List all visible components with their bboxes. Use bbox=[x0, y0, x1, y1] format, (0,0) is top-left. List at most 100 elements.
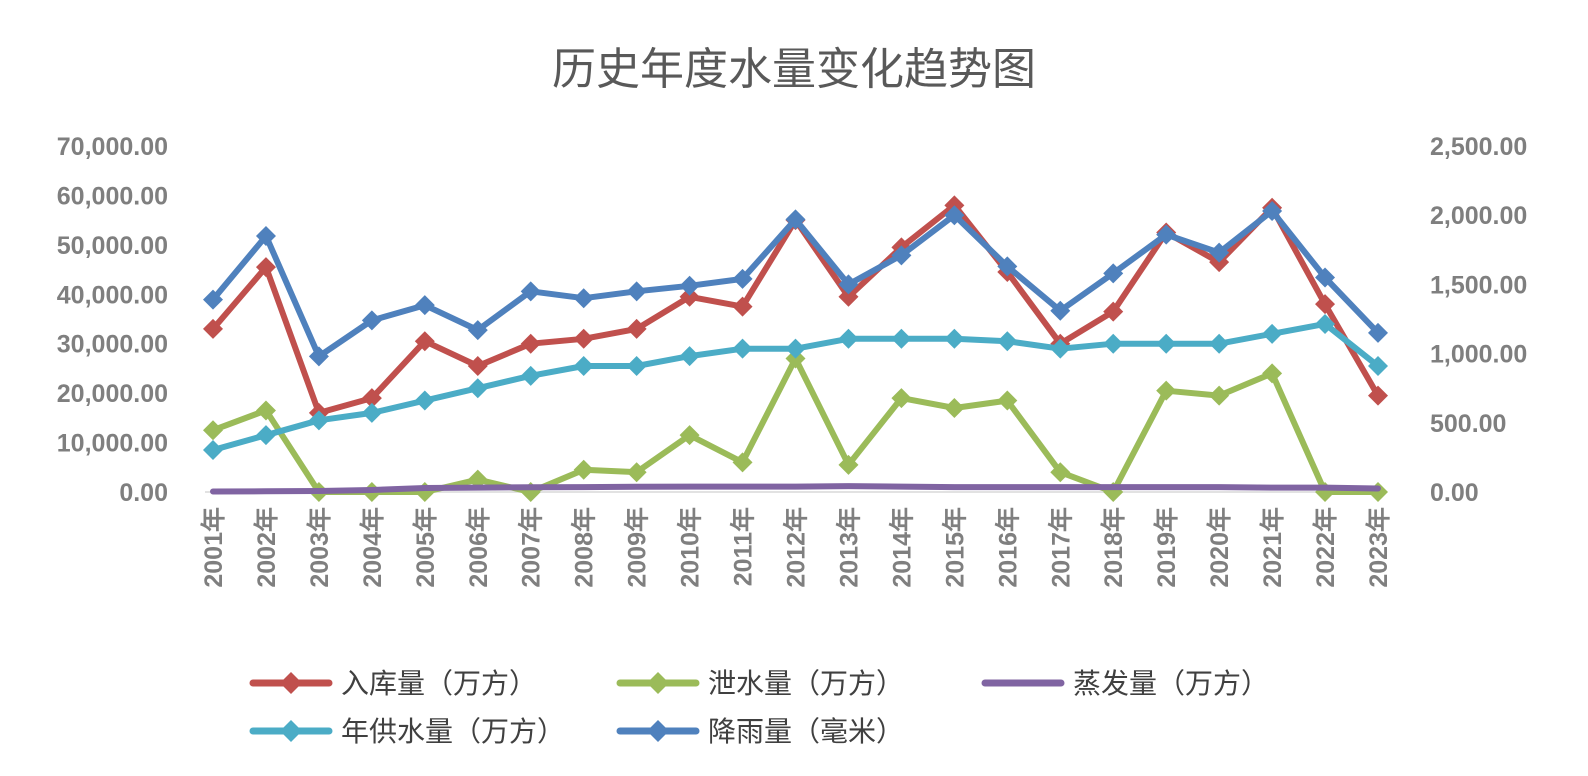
y-left-tick-label: 0.00 bbox=[119, 479, 168, 507]
data-point bbox=[1368, 385, 1388, 406]
data-point bbox=[573, 355, 594, 376]
legend-label: 入库量（万方） bbox=[341, 667, 537, 700]
data-point bbox=[732, 296, 753, 317]
data-point bbox=[838, 454, 859, 475]
data-point bbox=[414, 390, 435, 411]
x-axis: 2001年 2002年 2003年 2004年 2005年 2006年 2007年 2008年… bbox=[199, 491, 1393, 588]
data-point bbox=[1050, 338, 1071, 359]
data-point bbox=[997, 390, 1018, 411]
data-point bbox=[361, 388, 382, 409]
data-point bbox=[785, 209, 806, 230]
y-left-tick-label: 60,000.00 bbox=[57, 182, 168, 210]
data-point bbox=[520, 281, 541, 302]
data-point bbox=[626, 355, 647, 376]
x-tick-label: 2015年 bbox=[940, 507, 969, 588]
data-point bbox=[785, 338, 806, 359]
data-point bbox=[838, 328, 859, 349]
legend-marker bbox=[647, 720, 669, 742]
data-point bbox=[1209, 242, 1230, 263]
data-point bbox=[520, 333, 541, 354]
y-left-tick-label: 10,000.00 bbox=[57, 430, 168, 458]
data-point bbox=[1315, 294, 1336, 315]
legend-marker bbox=[280, 720, 302, 742]
data-point bbox=[203, 318, 223, 339]
legend-item: 降雨量（毫米） bbox=[616, 715, 904, 748]
legend-item: 年供水量（万方） bbox=[249, 715, 565, 748]
data-point bbox=[255, 225, 276, 246]
data-point bbox=[626, 281, 647, 302]
series-4 bbox=[203, 201, 1388, 367]
x-tick-label: 2003年 bbox=[305, 507, 334, 588]
data-point bbox=[1315, 313, 1336, 334]
series-1 bbox=[203, 348, 1388, 502]
x-tick-label: 2002年 bbox=[252, 507, 281, 588]
x-tick-label: 2018年 bbox=[1099, 507, 1128, 588]
y-axis-left: 0.00 10,000.00 20,000.00 30,000.00 40,000.00… bbox=[57, 133, 168, 507]
data-point bbox=[838, 274, 859, 295]
data-point bbox=[203, 439, 223, 460]
y-right-tick-label: 1,000.00 bbox=[1430, 341, 1527, 369]
data-point bbox=[203, 289, 223, 310]
data-point bbox=[679, 286, 700, 307]
x-tick-label: 2022年 bbox=[1311, 507, 1340, 588]
y-left-tick-label: 20,000.00 bbox=[57, 380, 168, 408]
y-right-tick-label: 1,500.00 bbox=[1430, 271, 1527, 299]
x-tick-label: 2023年 bbox=[1364, 507, 1393, 588]
plot-area bbox=[203, 195, 1388, 502]
series-line bbox=[210, 208, 1381, 360]
data-point bbox=[1156, 333, 1177, 354]
data-point bbox=[203, 420, 223, 441]
data-point bbox=[944, 205, 965, 226]
data-point bbox=[891, 245, 912, 266]
y-left-tick-label: 50,000.00 bbox=[57, 232, 168, 260]
data-point bbox=[1209, 333, 1230, 354]
data-point bbox=[255, 425, 276, 446]
data-point bbox=[732, 338, 753, 359]
data-point bbox=[308, 346, 329, 367]
x-tick-label: 2013年 bbox=[834, 507, 863, 588]
x-tick-label: 2016年 bbox=[993, 507, 1022, 588]
data-point bbox=[414, 295, 435, 316]
data-point bbox=[838, 286, 859, 307]
data-point bbox=[1156, 380, 1177, 401]
y-right-tick-label: 2,500.00 bbox=[1430, 133, 1527, 161]
data-point bbox=[679, 275, 700, 296]
data-point bbox=[626, 462, 647, 483]
series-line bbox=[210, 483, 1381, 495]
x-tick-label: 2009年 bbox=[623, 507, 652, 588]
data-point bbox=[1050, 300, 1071, 321]
x-tick-label: 2017年 bbox=[1046, 507, 1075, 588]
data-point bbox=[467, 355, 488, 376]
legend: 入库量（万方） 泄水量（万方） 蒸发量（万方） 年供水量（万方） 降雨量（毫米） bbox=[249, 667, 1269, 748]
data-point bbox=[361, 402, 382, 423]
x-tick-label: 2004年 bbox=[358, 507, 387, 588]
legend-item: 蒸发量（万方） bbox=[981, 667, 1269, 700]
data-point bbox=[1262, 363, 1283, 384]
x-tick-label: 2007年 bbox=[517, 507, 546, 588]
legend-label: 蒸发量（万方） bbox=[1073, 667, 1269, 700]
data-point bbox=[467, 320, 488, 341]
series-3 bbox=[203, 313, 1388, 460]
x-tick-label: 2012年 bbox=[782, 507, 811, 588]
x-tick-label: 2001年 bbox=[199, 507, 228, 588]
data-point bbox=[679, 425, 700, 446]
series-line bbox=[210, 202, 1381, 416]
x-tick-label: 2021年 bbox=[1258, 507, 1287, 588]
data-point bbox=[1315, 267, 1336, 288]
y-axis-right: 0.00 500.00 1,000.00 1,500.00 2,000.00 2,500.… bbox=[1430, 133, 1527, 507]
data-point bbox=[308, 410, 329, 431]
x-tick-label: 2008年 bbox=[570, 507, 599, 588]
data-point bbox=[1262, 201, 1283, 222]
legend-marker bbox=[647, 672, 669, 694]
data-point bbox=[1156, 224, 1177, 245]
y-left-tick-label: 40,000.00 bbox=[57, 281, 168, 309]
x-tick-label: 2011年 bbox=[729, 507, 758, 586]
legend-item: 入库量（万方） bbox=[249, 667, 537, 700]
legend-label: 泄水量（万方） bbox=[708, 667, 904, 700]
data-point bbox=[679, 346, 700, 367]
x-tick-label: 2010年 bbox=[676, 507, 705, 588]
series-0 bbox=[203, 195, 1388, 423]
chart-title: 历史年度水量变化趋势图 bbox=[552, 44, 1036, 95]
data-point bbox=[732, 452, 753, 473]
x-tick-label: 2020年 bbox=[1205, 507, 1234, 588]
